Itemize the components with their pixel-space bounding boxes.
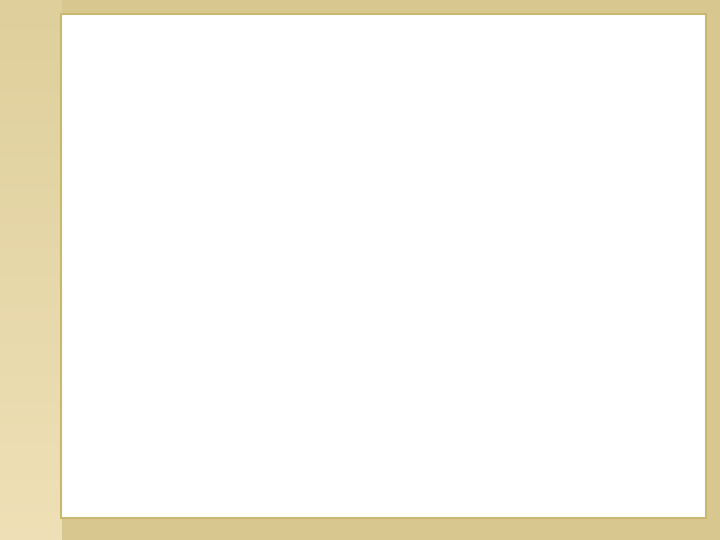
Polygon shape — [468, 435, 670, 462]
Polygon shape — [454, 408, 461, 435]
Polygon shape — [468, 329, 673, 356]
Polygon shape — [455, 208, 462, 232]
Polygon shape — [461, 329, 468, 356]
Polygon shape — [459, 281, 467, 305]
Polygon shape — [675, 256, 684, 281]
Polygon shape — [467, 184, 670, 208]
Polygon shape — [468, 232, 671, 256]
Polygon shape — [459, 184, 467, 208]
Text: Population: Population — [233, 171, 350, 191]
Text: Multi-phase sample: Multi-phase sample — [83, 65, 382, 94]
Polygon shape — [461, 232, 468, 256]
Polygon shape — [467, 281, 672, 305]
Polygon shape — [457, 356, 464, 383]
Polygon shape — [673, 329, 682, 356]
Polygon shape — [464, 256, 675, 281]
Polygon shape — [670, 184, 678, 208]
Polygon shape — [672, 281, 680, 305]
Polygon shape — [673, 462, 682, 494]
Polygon shape — [446, 496, 698, 505]
Polygon shape — [464, 462, 673, 494]
Polygon shape — [459, 383, 467, 408]
FancyBboxPatch shape — [140, 351, 428, 400]
FancyBboxPatch shape — [126, 254, 457, 302]
Polygon shape — [461, 408, 677, 435]
Polygon shape — [464, 356, 675, 383]
Polygon shape — [677, 305, 685, 329]
Polygon shape — [670, 435, 678, 462]
Text: Test 1: Test 1 — [500, 268, 557, 288]
Polygon shape — [671, 383, 680, 408]
Polygon shape — [462, 208, 674, 232]
Polygon shape — [675, 356, 684, 383]
Polygon shape — [467, 383, 671, 408]
Polygon shape — [677, 408, 685, 435]
Polygon shape — [671, 232, 680, 256]
Polygon shape — [457, 462, 464, 494]
Polygon shape — [456, 305, 463, 329]
Text: Sample: Sample — [250, 268, 333, 288]
Polygon shape — [461, 435, 468, 462]
Text: Test 2: Test 2 — [472, 366, 528, 385]
Polygon shape — [463, 305, 677, 329]
Text: Sub-sample: Sub-sample — [219, 365, 350, 386]
Polygon shape — [674, 208, 683, 232]
Polygon shape — [457, 256, 464, 281]
FancyBboxPatch shape — [112, 157, 472, 205]
